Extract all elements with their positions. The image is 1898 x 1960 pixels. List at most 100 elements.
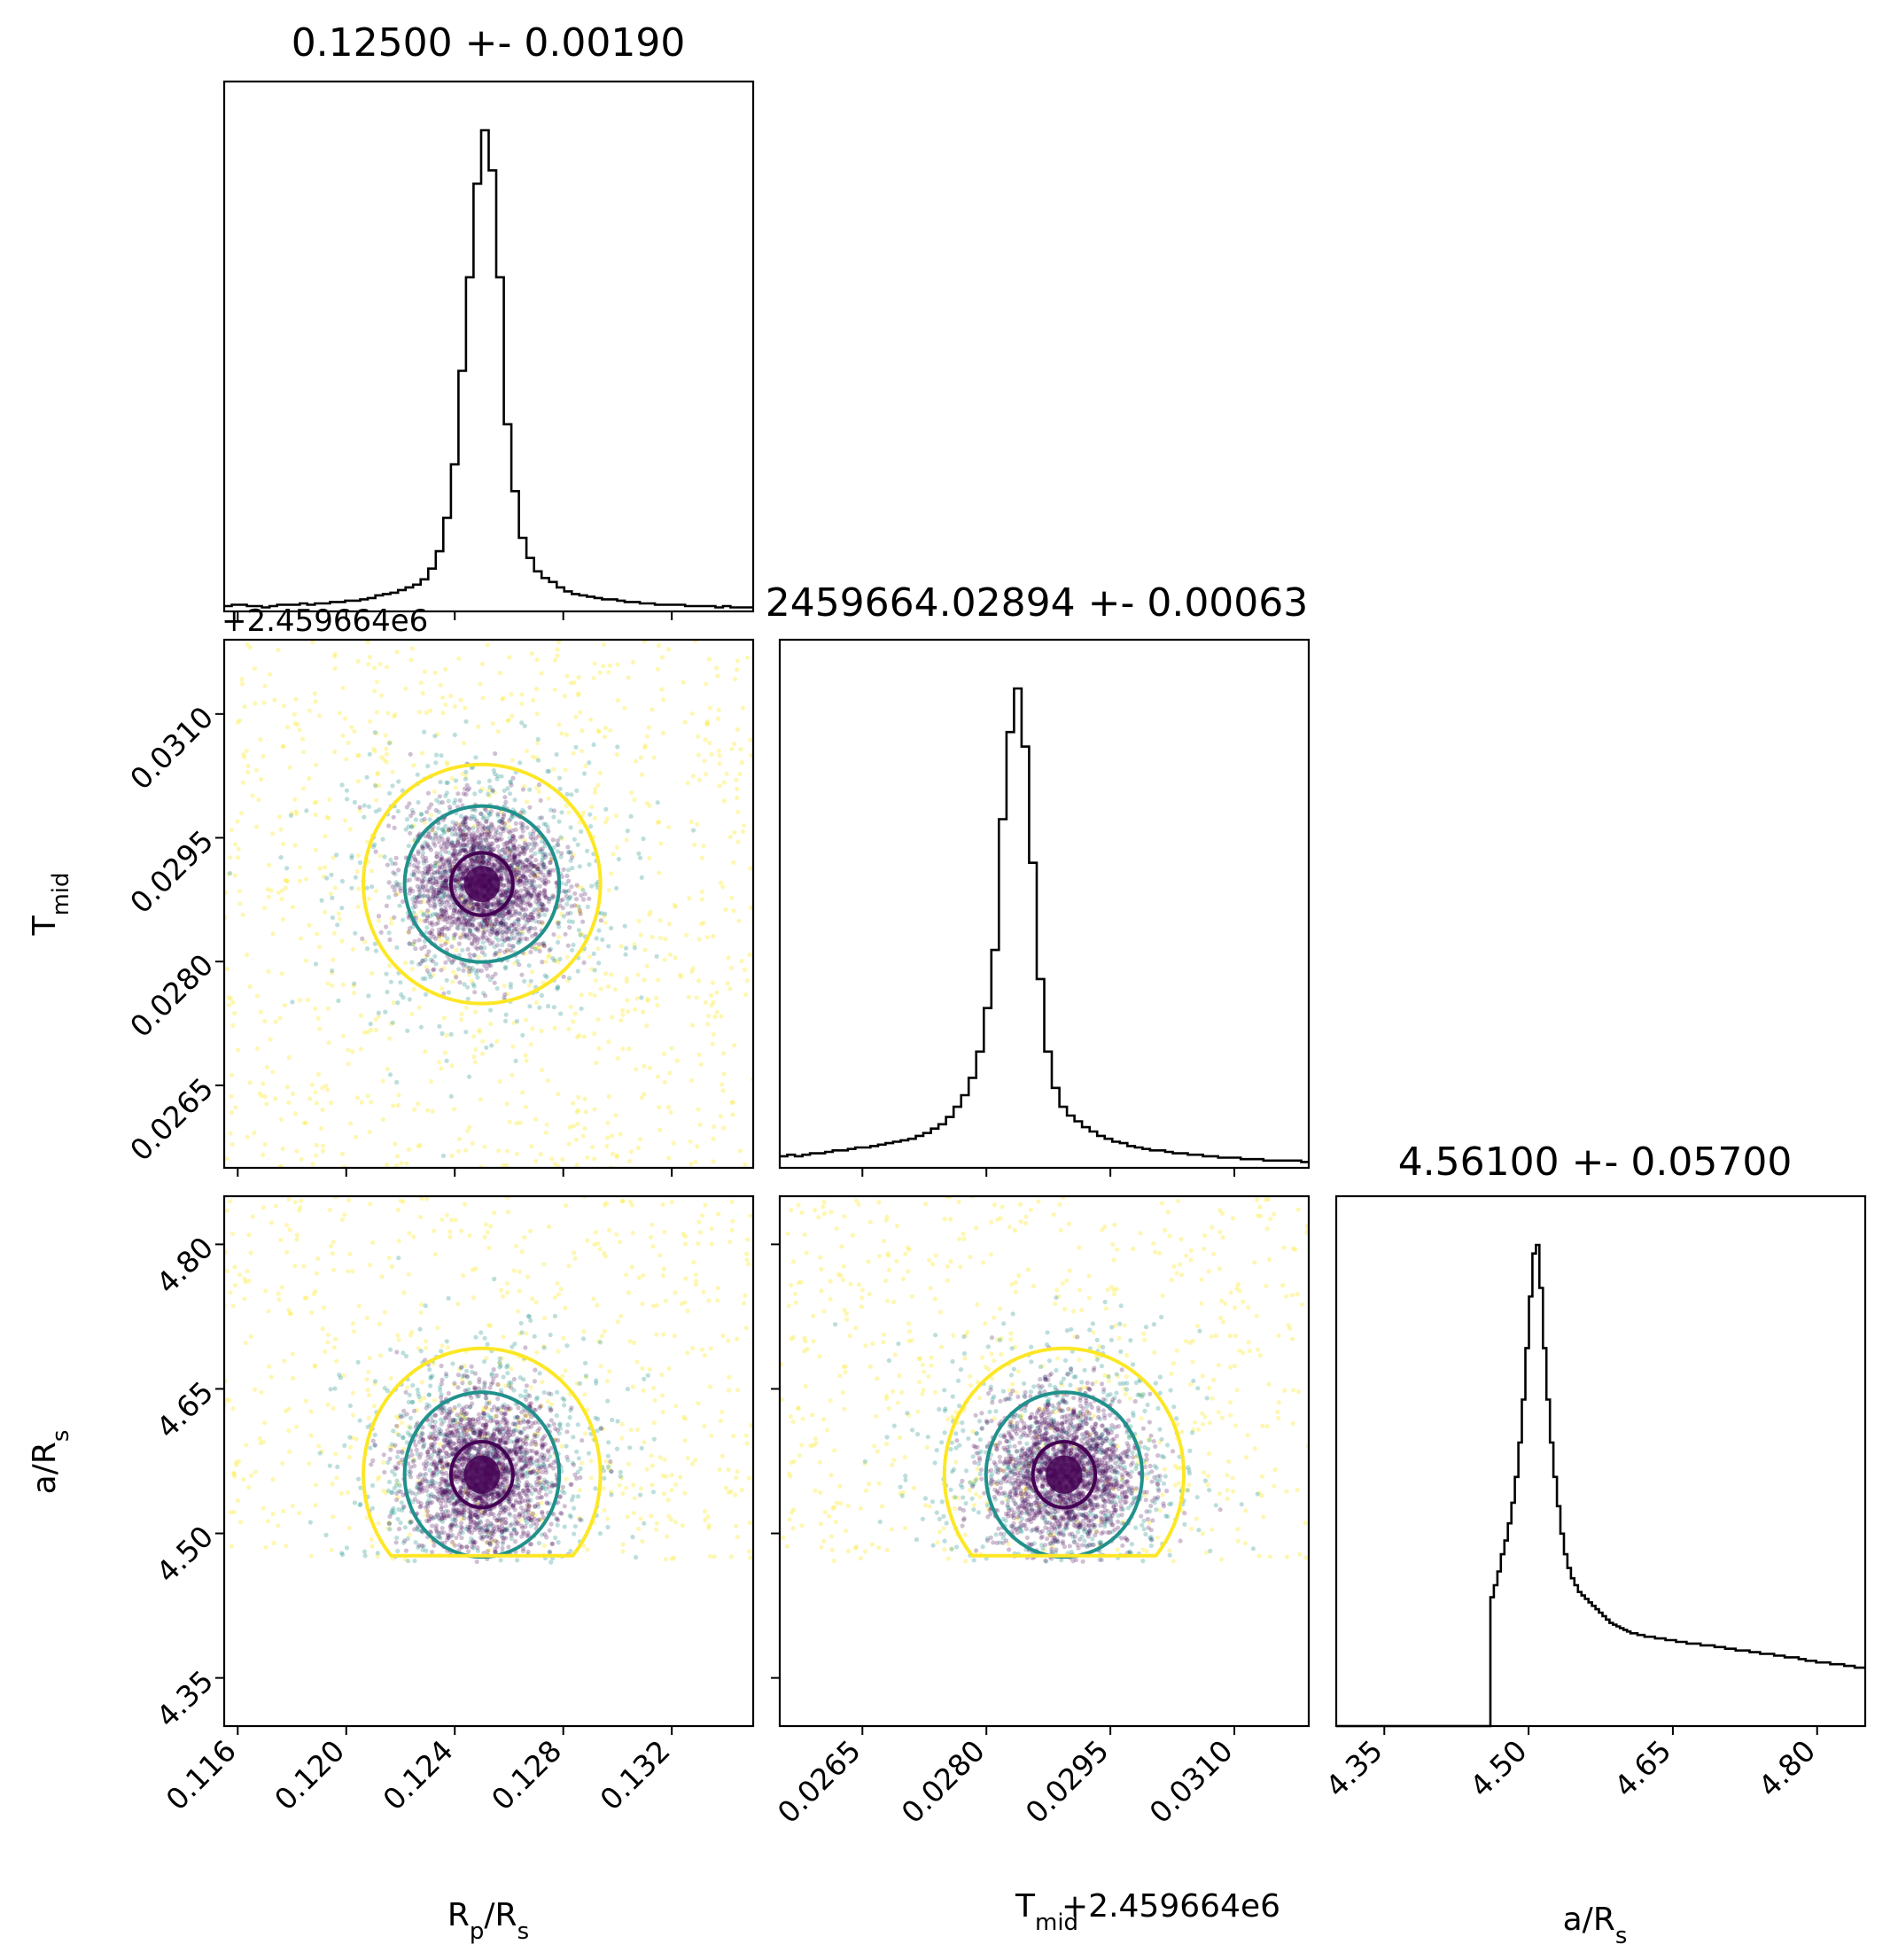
scatter-point <box>426 1392 432 1397</box>
scatter-point <box>430 836 435 842</box>
scatter-point <box>515 875 520 880</box>
scatter-point <box>426 889 432 894</box>
scatter-point <box>320 1085 325 1091</box>
scatter-point <box>432 870 437 875</box>
scatter-point <box>463 769 469 774</box>
scatter-point <box>401 1446 407 1451</box>
scatter-point <box>310 640 315 645</box>
scatter-point <box>513 877 518 883</box>
scatter-point <box>639 772 644 777</box>
scatter-point <box>735 658 741 664</box>
scatter-point <box>571 852 577 858</box>
scatter-point <box>313 1288 318 1294</box>
scatter-point <box>236 1458 242 1464</box>
scatter-point <box>673 1482 679 1488</box>
scatter-point <box>510 899 516 905</box>
scatter-point <box>568 850 573 855</box>
scatter-point <box>426 831 432 836</box>
scatter-point <box>590 1144 595 1150</box>
scatter-point <box>650 1463 655 1468</box>
scatter-point <box>486 1245 492 1250</box>
scatter-point <box>487 1399 493 1404</box>
scatter-point <box>507 849 512 854</box>
scatter-point <box>486 843 492 848</box>
scatter-point <box>487 1415 493 1420</box>
scatter-point <box>585 1238 590 1243</box>
scatter-point <box>294 1233 299 1238</box>
scatter-point <box>261 1205 266 1210</box>
scatter-point <box>461 875 466 880</box>
scatter-point <box>743 992 749 998</box>
scatter-point <box>432 864 438 869</box>
scatter-point <box>523 912 528 917</box>
scatter-point <box>475 1500 481 1505</box>
scatter-point <box>525 857 530 863</box>
scatter-point <box>473 945 478 950</box>
scatter-point <box>427 876 433 882</box>
scatter-point <box>314 1153 319 1158</box>
scatter-point <box>440 862 446 867</box>
scatter-point <box>309 1082 315 1087</box>
scatter-point <box>393 1540 399 1545</box>
scatter-point <box>710 980 716 985</box>
scatter-point <box>451 1107 456 1112</box>
scatter-point <box>485 905 490 910</box>
scatter-point <box>436 897 442 902</box>
scatter-point <box>507 854 512 859</box>
scatter-point <box>527 925 533 930</box>
scatter-point <box>536 1540 542 1546</box>
scatter-point <box>422 729 427 735</box>
scatter-point <box>444 947 449 953</box>
scatter-point <box>436 1060 442 1065</box>
scatter-point <box>330 895 335 901</box>
scatter-point <box>596 961 602 966</box>
scatter-point <box>482 915 487 921</box>
scatter-point <box>499 875 504 881</box>
scatter-point <box>320 1107 325 1113</box>
scatter-point <box>398 888 403 894</box>
scatter-point <box>571 942 576 947</box>
scatter-point <box>244 748 249 754</box>
scatter-point <box>585 904 591 909</box>
scatter-point <box>732 676 738 682</box>
scatter-point <box>578 911 583 916</box>
scatter-point <box>339 782 345 788</box>
scatter-point <box>321 874 326 879</box>
scatter-point <box>699 889 704 895</box>
scatter-point <box>410 924 416 929</box>
scatter-point <box>514 926 519 931</box>
scatter-point <box>456 914 462 920</box>
scatter-point <box>630 1384 636 1389</box>
scatter-point <box>481 854 486 860</box>
scatter-point <box>528 862 533 867</box>
scatter-point <box>517 878 523 884</box>
scatter-point <box>627 1158 633 1163</box>
scatter-point <box>494 902 500 908</box>
scatter-point <box>526 862 532 868</box>
scatter-point <box>615 1056 620 1062</box>
scatter-point <box>423 1049 428 1054</box>
scatter-point <box>346 1062 351 1067</box>
scatter-point <box>470 861 476 867</box>
scatter-point <box>411 986 416 992</box>
scatter-point <box>487 1323 494 1328</box>
scatter-point <box>432 863 438 868</box>
scatter-point <box>474 857 480 863</box>
scatter-point <box>638 1492 643 1497</box>
scatter-point <box>482 1335 487 1341</box>
scatter-point <box>696 734 701 739</box>
scatter-point <box>627 1445 633 1451</box>
scatter-point <box>436 809 441 815</box>
scatter-point <box>484 1434 489 1439</box>
scatter-point <box>349 853 354 859</box>
scatter-point <box>734 777 739 782</box>
scatter-point <box>514 889 519 894</box>
scatter-point <box>354 1095 360 1101</box>
scatter-point <box>541 903 547 908</box>
scatter-point <box>709 1241 714 1247</box>
scatter-point <box>680 1523 685 1528</box>
scatter-point <box>556 843 561 848</box>
scatter-point <box>470 859 475 864</box>
scatter-point <box>460 875 465 881</box>
scatter-point <box>449 1217 455 1223</box>
